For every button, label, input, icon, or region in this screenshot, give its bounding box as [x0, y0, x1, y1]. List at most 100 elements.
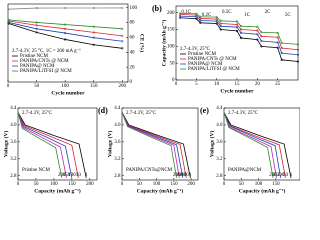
series-line: [17, 112, 63, 178]
y-tick-label: 0: [172, 78, 175, 83]
marker: [63, 23, 67, 26]
marker: [35, 24, 38, 27]
marker: [195, 15, 198, 18]
marker: [35, 27, 38, 30]
x-tick-label: 200: [187, 182, 195, 187]
panel-label: (b): [152, 4, 162, 13]
x-tick-label: 0: [17, 182, 20, 187]
marker: [296, 60, 300, 63]
cycle-label: 100: [68, 173, 76, 178]
legend-label: PANIPA/CNTs@NCM: [126, 168, 173, 173]
cycle-label: 150: [176, 173, 184, 178]
legend-label: PANIPA/LiTFSI @ NCM: [20, 69, 72, 74]
marker: [7, 8, 10, 11]
plot-frame: [223, 107, 300, 181]
cycle-label: 100: [277, 173, 285, 178]
x-tick-label: 15: [235, 82, 241, 87]
series-line: [223, 112, 274, 178]
marker: [199, 21, 202, 24]
panel-label: (d): [98, 106, 108, 115]
marker: [121, 47, 124, 50]
marker: [280, 46, 283, 50]
cycle-label: 100: [179, 173, 187, 178]
condition-note: 2.7-4.3V, 25°C: [126, 111, 157, 116]
marker: [239, 36, 243, 40]
marker: [296, 48, 300, 51]
marker: [215, 19, 218, 23]
cycle-label: 200: [173, 173, 181, 178]
cycle-label: 1: [189, 173, 192, 178]
condition-note: 2.7-4.3V, 25°C: [22, 111, 53, 116]
cycle-label: 200: [58, 173, 66, 178]
y-axis-label: Capacity (mAh g⁻¹): [160, 20, 167, 67]
x-tick-label: 100: [50, 182, 58, 187]
legend-label: PANIPA@NCM: [228, 168, 262, 173]
x-tick-label: 10: [214, 82, 220, 87]
y-tick-label: 3.6: [10, 140, 17, 145]
marker: [92, 36, 95, 39]
x-tick-label: 50: [34, 84, 40, 89]
marker: [219, 28, 222, 31]
marker: [219, 25, 222, 28]
y-tick-label: 4.4: [216, 106, 223, 111]
rate-label: 1C: [244, 13, 251, 18]
y-tick-label: 4.0: [10, 123, 17, 128]
marker: [256, 29, 259, 32]
legend-label: Pristine NCM: [22, 168, 50, 173]
legend-label: Pristine NCM: [20, 54, 48, 59]
x-tick-label: 0: [121, 182, 124, 187]
y-tick-label: 4.0: [216, 123, 223, 128]
cycle-label: 50: [283, 173, 289, 178]
marker: [235, 20, 239, 23]
y-axis-label: Voltage (V): [208, 131, 215, 158]
cycle-label: 200: [269, 173, 277, 178]
rate-label: 2C: [265, 10, 272, 15]
x-tick-label: 25: [275, 82, 281, 87]
series-line: [17, 112, 87, 178]
cycle-label: 150: [273, 173, 281, 178]
x-axis-label: Capacity (mAh g⁻¹): [137, 187, 184, 194]
y-tick-label: 2.8: [10, 174, 17, 179]
marker: [92, 6, 95, 10]
marker: [63, 6, 67, 10]
x-tick-label: 100: [61, 84, 69, 89]
marker: [63, 27, 67, 30]
y-tick-label: 3.2: [216, 157, 223, 162]
series-line: [223, 112, 282, 178]
marker: [276, 46, 279, 49]
y2-tick-label: 20: [130, 65, 136, 70]
marker: [178, 14, 182, 18]
marker: [260, 45, 263, 48]
y-tick-label: 4.4: [10, 106, 17, 111]
condition-note: 2.7-4.3V, 25°C: [180, 47, 211, 52]
marker: [280, 58, 283, 61]
condition-note: 2.7-4.3V, 25°C: [228, 111, 259, 116]
y2-tick-label: 60: [130, 36, 136, 41]
series-line: [8, 22, 123, 42]
marker: [260, 35, 263, 38]
marker: [178, 12, 182, 15]
x-axis-label: Cycle number: [220, 88, 254, 94]
marker: [276, 36, 279, 39]
x-tick-label: 150: [90, 84, 98, 89]
y2-tick-label: 80: [130, 21, 136, 26]
series-line: [8, 7, 123, 10]
legend-label: PANIPA/CNTs @ NCM: [188, 57, 237, 62]
series-line: [17, 112, 79, 178]
x-tick-label: 50: [239, 182, 245, 187]
marker: [256, 33, 259, 36]
y-axis-label: Voltage (V): [2, 131, 9, 158]
marker: [260, 39, 263, 43]
rate-label: 0.2C: [202, 13, 212, 18]
rate-label: 0.5C: [222, 10, 232, 15]
rate-label: 0.1C: [181, 10, 191, 15]
condition-note: 2.7-4.3V, 25 °C, 1C = 200 mA g⁻¹: [12, 48, 81, 54]
x-tick-label: 150: [68, 182, 76, 187]
series-line: [17, 112, 67, 178]
marker: [121, 34, 124, 38]
marker: [195, 12, 198, 15]
marker: [235, 29, 239, 33]
marker: [235, 26, 239, 29]
marker: [35, 6, 38, 10]
